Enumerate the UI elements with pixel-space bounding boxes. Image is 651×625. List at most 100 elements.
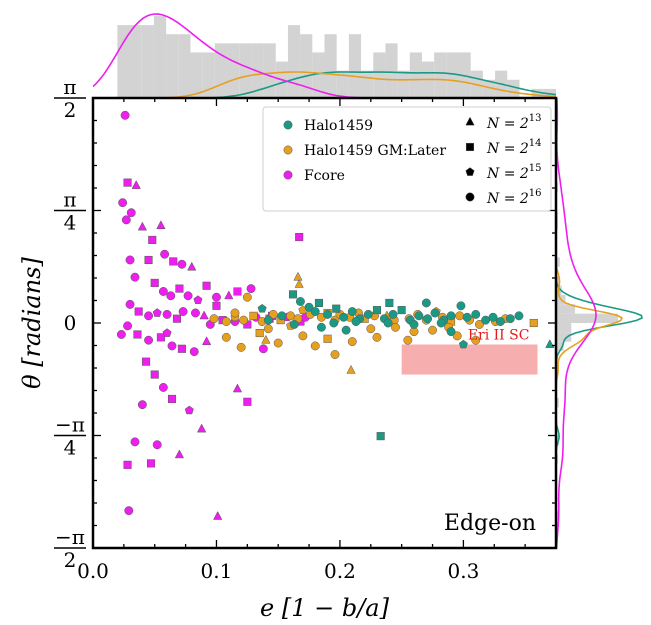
right-hist-bar <box>556 304 576 314</box>
data-point <box>152 308 162 317</box>
data-point <box>471 309 481 319</box>
data-point <box>423 314 433 324</box>
top-hist-bar <box>446 52 459 98</box>
data-point <box>330 350 340 359</box>
top-hist-bar <box>531 88 544 98</box>
data-point <box>125 299 135 309</box>
top-hist-bar <box>153 16 167 98</box>
data-point <box>239 315 249 325</box>
data-point <box>123 178 132 187</box>
data-point <box>273 338 283 348</box>
legend-marker-label: N = 214 <box>486 138 542 157</box>
data-point <box>363 309 373 319</box>
data-point <box>189 347 199 357</box>
data-point <box>148 235 157 244</box>
data-point <box>428 325 437 335</box>
data-point <box>366 324 376 334</box>
data-point <box>505 314 515 324</box>
data-point <box>286 311 295 321</box>
data-point <box>123 321 133 331</box>
data-point <box>224 290 234 300</box>
right-hist-bar <box>556 276 560 286</box>
data-point <box>339 312 349 322</box>
data-point <box>488 312 498 322</box>
data-point <box>146 459 156 468</box>
legend-marker-label: N = 215 <box>486 163 542 182</box>
data-point <box>391 322 400 332</box>
data-point <box>236 342 246 352</box>
data-point <box>124 506 134 516</box>
data-point <box>197 423 207 433</box>
data-point <box>289 319 299 329</box>
data-point <box>314 298 323 307</box>
data-point <box>162 309 172 319</box>
data-point <box>462 312 472 322</box>
data-point <box>150 278 159 287</box>
data-point <box>346 364 356 374</box>
top-hist-bar <box>361 70 374 98</box>
data-point <box>347 307 357 316</box>
data-point <box>455 311 465 321</box>
data-point <box>144 335 154 345</box>
data-point <box>120 110 130 120</box>
top-hist-bar <box>336 70 349 98</box>
data-point <box>213 511 223 520</box>
legend-markers: N = 213 N = 214 N = 215 N = 216 <box>465 113 542 207</box>
data-point <box>446 311 456 321</box>
legend-label: Fcore <box>304 168 345 184</box>
data-point <box>158 383 168 392</box>
data-point <box>403 335 413 345</box>
data-point <box>421 298 431 308</box>
y-tick-numerator: −π <box>55 525 85 549</box>
right-kde-curve <box>556 98 597 548</box>
data-point <box>257 303 267 313</box>
data-point <box>304 302 314 312</box>
x-tick-labels: 0.0 0.1 0.2 0.3 <box>77 559 479 583</box>
data-point <box>323 309 333 319</box>
data-point <box>177 259 187 269</box>
data-point <box>388 309 398 319</box>
data-point <box>456 301 466 311</box>
data-point <box>212 292 221 302</box>
data-point <box>174 449 185 459</box>
legend-label: Halo1459 GM:Later <box>304 143 446 159</box>
legend-swatch <box>283 170 293 180</box>
data-point <box>414 311 424 321</box>
data-point <box>152 440 162 450</box>
data-point <box>481 315 491 325</box>
x-tick-label: 0.3 <box>447 559 479 583</box>
x-tick-label: 0.0 <box>77 559 109 583</box>
y-tick-numerator: −π <box>55 413 85 437</box>
data-point <box>243 397 252 406</box>
data-point <box>133 330 142 339</box>
data-point <box>202 281 211 290</box>
plot-frame <box>91 96 558 550</box>
data-point <box>144 311 154 321</box>
data-point <box>514 311 524 321</box>
legend-swatch <box>283 120 293 130</box>
data-point <box>263 315 273 325</box>
top-hist-bar <box>434 52 447 98</box>
data-point <box>160 249 170 259</box>
right-hist-bar <box>556 435 559 445</box>
data-point <box>295 233 304 242</box>
data-point <box>277 311 287 321</box>
data-point <box>187 261 197 271</box>
data-point <box>169 257 178 266</box>
data-point <box>545 339 555 348</box>
data-point <box>376 432 385 441</box>
legend-label: Halo1459 <box>304 118 373 134</box>
top-kde-curve <box>93 13 556 98</box>
data-point <box>446 327 456 337</box>
data-point <box>295 297 305 306</box>
scatter-points <box>116 110 555 520</box>
data-point <box>121 215 131 225</box>
data-point <box>201 336 212 346</box>
data-point <box>409 319 419 329</box>
right-hist-bar <box>556 398 559 408</box>
y-tick-denominator: 4 <box>64 436 77 460</box>
legend-marker <box>465 192 475 202</box>
data-point <box>158 287 168 296</box>
data-point <box>255 328 264 338</box>
